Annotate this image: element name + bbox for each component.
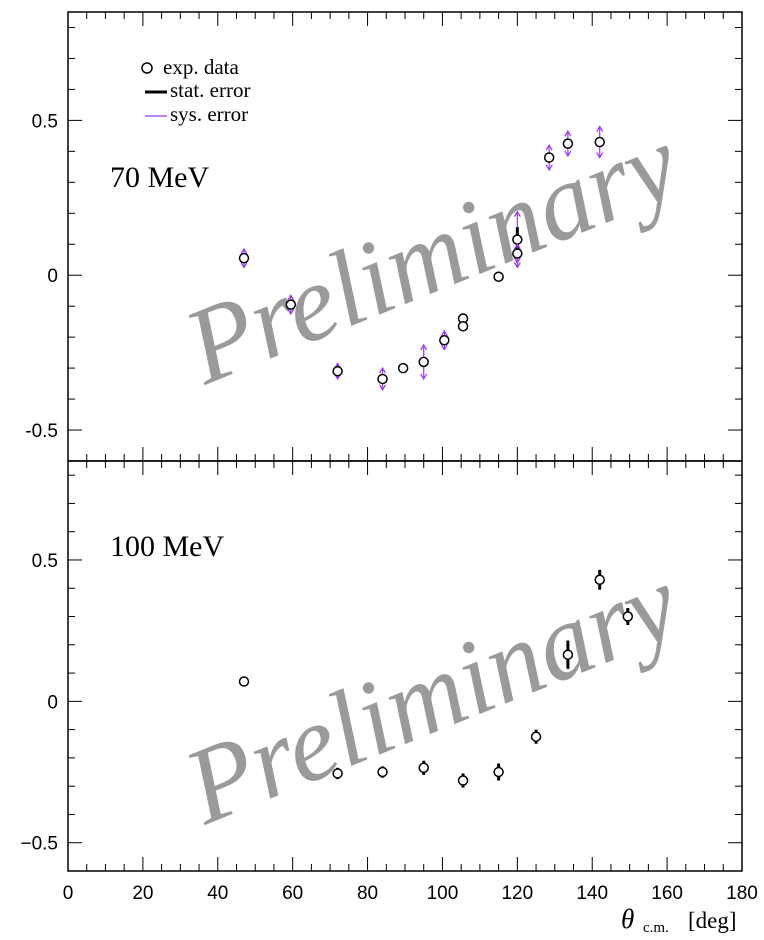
- sys-error-arrow: [564, 130, 572, 137]
- x-tick-label: 120: [501, 883, 533, 904]
- legend-data-symbol: [141, 62, 153, 74]
- top-panel-ticks: -0.5 0 0.5: [25, 12, 743, 462]
- y-tick-label: -0.5: [25, 421, 58, 442]
- data-point: [594, 136, 605, 148]
- data-point: [439, 334, 450, 346]
- sys-error-arrow: [596, 152, 604, 159]
- x-tick-label: 40: [207, 883, 228, 904]
- legend-sys-label: sys. error: [170, 102, 248, 126]
- data-point: [285, 299, 297, 310]
- x-tick-label: 60: [282, 883, 303, 904]
- x-tick-label: 100: [427, 883, 459, 904]
- sys-error-arrow: [287, 308, 295, 316]
- x-tick-label: 160: [651, 883, 683, 904]
- data-point: [457, 775, 469, 786]
- x-axis-title: θ c.m. [deg]: [621, 904, 737, 936]
- x-axis-symbol: θ: [621, 904, 634, 934]
- y-tick-label: 0: [47, 692, 58, 713]
- x-tick-label: 140: [576, 883, 608, 904]
- sys-error-arrow: [379, 366, 387, 374]
- sys-error-arrow: [545, 143, 553, 151]
- bottom-energy-label: 100 MeV: [110, 530, 224, 563]
- data-point: [457, 321, 469, 332]
- sys-error-arrow: [513, 257, 521, 264]
- data-point: [418, 762, 429, 774]
- data-point: [238, 252, 250, 264]
- data-point: [512, 248, 523, 259]
- data-point: [622, 611, 634, 622]
- bottom-panel-data: [238, 569, 634, 788]
- x-axis-unit: [deg]: [688, 908, 737, 933]
- y-tick-label: 0: [47, 266, 58, 287]
- sys-error-arrow: [513, 243, 521, 250]
- x-tick-label: 20: [132, 883, 153, 904]
- sys-error-arrow: [513, 262, 521, 269]
- data-point: [332, 768, 343, 779]
- legend-stat-label: stat. error: [170, 78, 250, 102]
- sys-error-arrow: [379, 384, 387, 391]
- data-point: [418, 356, 429, 368]
- top-energy-label: 70 MeV: [110, 161, 209, 194]
- data-point: [594, 574, 605, 586]
- data-point: [543, 152, 555, 163]
- y-tick-label: 0.5: [32, 111, 58, 132]
- bottom-panel-ticks: −0.5 0 0.5 0 20 40 60 80 100 120 140 160 180: [20, 461, 758, 904]
- sys-error-arrow: [440, 329, 448, 337]
- sys-error-arrow: [420, 373, 428, 381]
- data-point: [562, 649, 574, 660]
- legend-data-label: exp. data: [163, 55, 239, 79]
- sys-error-arrow: [596, 125, 604, 132]
- sys-error-arrow: [420, 343, 428, 351]
- x-axis-subscript: c.m.: [643, 920, 669, 936]
- legend: exp. data stat. error sys. error: [141, 55, 250, 126]
- sys-error-arrow: [440, 344, 448, 351]
- sys-error-arrow: [287, 294, 295, 301]
- sys-error-arrow: [545, 164, 553, 172]
- data-point: [332, 365, 343, 377]
- data-point: [512, 234, 523, 245]
- bottom-watermark: Preliminary: [168, 543, 694, 848]
- x-tick-label: 80: [357, 883, 378, 904]
- data-point: [493, 271, 504, 283]
- sys-error-arrow: [240, 262, 248, 269]
- data-point: [493, 766, 504, 778]
- data-point: [530, 731, 542, 742]
- x-tick-label: 180: [726, 883, 758, 904]
- data-point: [377, 373, 388, 385]
- sys-error-arrow: [564, 150, 572, 158]
- x-tick-label: 0: [63, 883, 74, 904]
- data-point: [377, 766, 388, 778]
- y-tick-label: −0.5: [20, 834, 58, 855]
- data-point: [562, 138, 574, 149]
- sys-error-arrow: [240, 247, 248, 255]
- data-point: [397, 362, 409, 374]
- top-panel-data: [238, 125, 605, 391]
- sys-error-arrow: [513, 210, 521, 218]
- y-tick-label: 0.5: [32, 551, 58, 572]
- data-point: [238, 676, 250, 687]
